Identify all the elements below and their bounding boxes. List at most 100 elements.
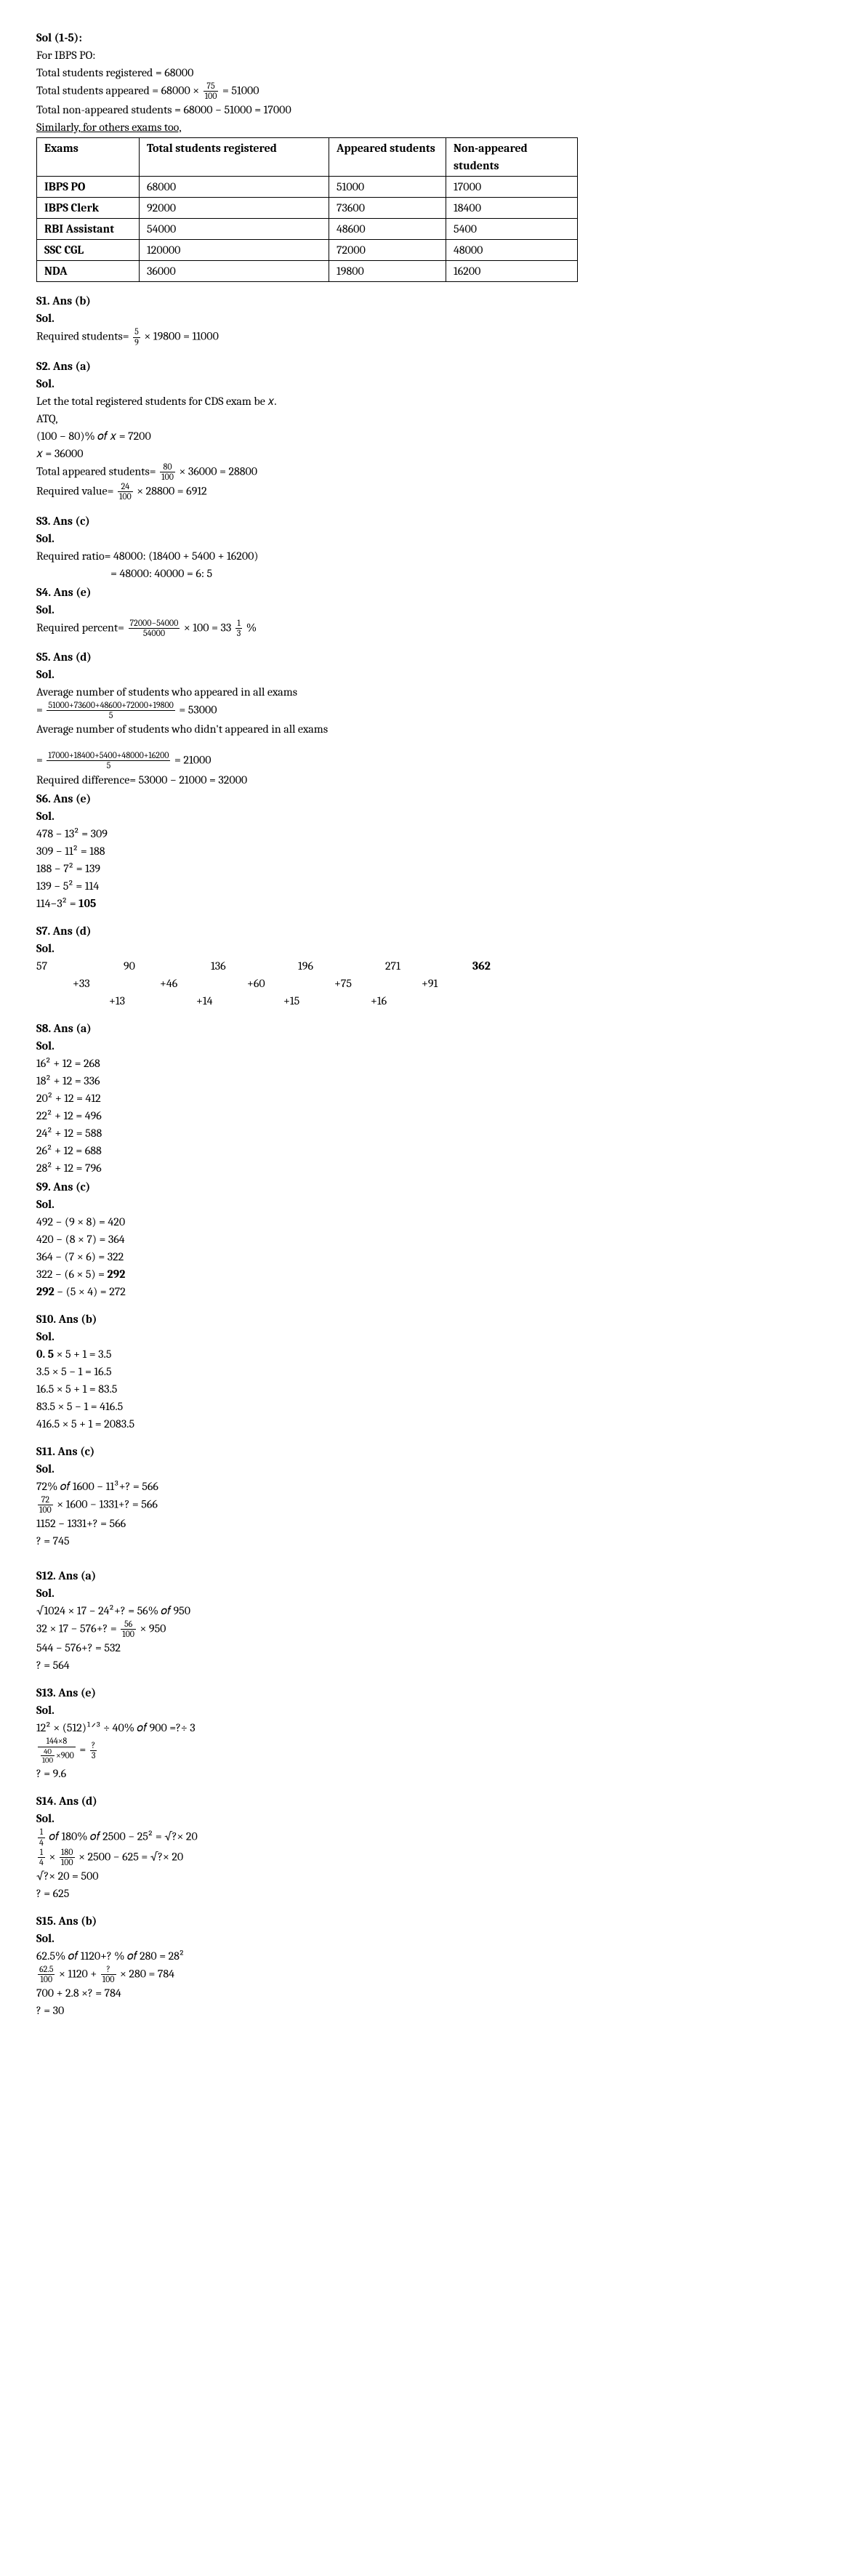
numerator: 1: [235, 619, 243, 629]
numerator: 180: [60, 1848, 75, 1858]
answer-title: S3. Ans (c): [36, 512, 826, 530]
pattern-cell: 196: [298, 957, 385, 975]
equation-line: 20² + 12 = 412: [36, 1090, 826, 1107]
fraction: ?100: [101, 1965, 116, 1984]
table-cell: 51000: [329, 177, 446, 198]
sol-label: Sol.: [36, 1328, 826, 1345]
denominator: 100: [38, 1505, 53, 1515]
denominator: 3: [90, 1751, 97, 1760]
equation-line: 478 − 13² = 309: [36, 825, 826, 842]
pattern-row: +33+46+60+75+91: [73, 975, 826, 992]
equation-line: 3.5 × 5 − 1 = 16.5: [36, 1363, 826, 1380]
table-row: IBPS Clerk920007360018400: [37, 198, 578, 219]
table-header: Total students registered: [140, 138, 329, 177]
result: 105: [78, 897, 96, 910]
sol-label: Sol.: [36, 1702, 826, 1719]
table-cell: 17000: [446, 177, 578, 198]
equation-line: 114−3² = 105: [36, 895, 826, 912]
equation-line: Average number of students who didn't ap…: [36, 720, 826, 738]
denominator: 3: [235, 629, 243, 638]
numerator: 72: [38, 1495, 53, 1505]
denominator: 100: [101, 1975, 116, 1984]
equation-line: 16.5 × 5 + 1 = 83.5: [36, 1380, 826, 1398]
denominator: 54000: [129, 629, 180, 638]
text: = 21000: [174, 754, 212, 767]
s12-block: S12. Ans (a) Sol. √1024 × 17 − 24²+? = 5…: [36, 1567, 826, 1674]
table-header: Non-appeared students: [446, 138, 578, 177]
denominator: 4: [38, 1858, 45, 1867]
pattern-cell: +15: [283, 992, 371, 1010]
pattern-cell: +46: [160, 975, 247, 992]
equation-line: 62.5100 × 1120 + ?100 × 280 = 784: [36, 1965, 826, 1984]
denominator: 5: [47, 711, 174, 720]
s10-block: S10. Ans (b) Sol. 0. 5 × 5 + 1 = 3.5 3.5…: [36, 1311, 826, 1433]
numerator: 5: [133, 327, 140, 337]
answer-title: S10. Ans (b): [36, 1311, 826, 1328]
equation-line: 24² + 12 = 588: [36, 1124, 826, 1142]
numerator: 75: [204, 81, 219, 92]
answer-title: S8. Ans (a): [36, 1020, 826, 1037]
text: 114−3² =: [36, 897, 78, 910]
equation-line: 𝑥 = 36000: [36, 445, 826, 462]
equation-line: 700 + 2.8 ×? = 784: [36, 1984, 826, 2002]
text-bold: 0. 5: [36, 1348, 54, 1361]
text: 𝑜𝑓 180% 𝑜𝑓 2500 − 25² = √?× 20: [49, 1830, 197, 1843]
value: = 68000 − 51000 = 17000: [174, 103, 291, 116]
text: ×900: [56, 1750, 74, 1760]
equation-line: 12² × (512)¹ᐟ³ ÷ 40% 𝑜𝑓 900 =?÷ 3: [36, 1719, 826, 1736]
s2-block: S2. Ans (a) Sol. Let the total registere…: [36, 358, 826, 502]
equation-line: 416.5 × 5 + 1 = 2083.5: [36, 1415, 826, 1433]
text-bold: 292: [36, 1285, 55, 1298]
pattern-cell: [458, 992, 545, 1010]
text: × 1600 − 1331+? = 566: [57, 1497, 158, 1510]
numerator: 62.5: [38, 1965, 55, 1975]
equation-line: ? = 564: [36, 1657, 826, 1674]
sol-label: Sol.: [36, 666, 826, 683]
text: × 2500 − 625 = √?× 20: [78, 1850, 183, 1863]
denominator: 4: [38, 1838, 45, 1848]
equation-line: ? = 9.6: [36, 1765, 826, 1782]
text: Required percent=: [36, 621, 124, 634]
fraction: 56100: [121, 1619, 136, 1639]
table-cell: 16200: [446, 261, 578, 282]
answer-title: S13. Ans (e): [36, 1684, 826, 1702]
denominator: 5: [47, 761, 170, 770]
equation-line: 72% 𝑜𝑓 1600 − 11³+? = 566: [36, 1478, 826, 1495]
pattern-cell: 136: [211, 957, 298, 975]
table-row: IBPS PO680005100017000: [37, 177, 578, 198]
answer-title: S12. Ans (a): [36, 1567, 826, 1585]
text: × 100 = 33: [184, 621, 231, 634]
pattern-row: +13+14+15+16: [109, 992, 826, 1010]
answer-title: S14. Ans (d): [36, 1792, 826, 1810]
s8-block: S8. Ans (a) Sol. 16² + 12 = 26818² + 12 …: [36, 1020, 826, 1177]
table-cell: 19800: [329, 261, 446, 282]
sol-label: Sol.: [36, 1037, 826, 1055]
table-header: Appeared students: [329, 138, 446, 177]
equation-line: 1152 − 1331+? = 566: [36, 1515, 826, 1532]
table-header-row: Exams Total students registered Appeared…: [37, 138, 578, 177]
numerator: 24: [118, 482, 133, 492]
equation-line: ? = 625: [36, 1885, 826, 1902]
denominator: 100: [60, 1858, 75, 1867]
equation-line: 14 𝑜𝑓 180% 𝑜𝑓 2500 − 25² = √?× 20: [36, 1827, 826, 1847]
equation-line: ? = 30: [36, 2002, 826, 2019]
text: Total students appeared: [36, 84, 152, 97]
fraction: 14: [38, 1848, 45, 1867]
sol-label: Sol.: [36, 1810, 826, 1827]
text: × 950: [140, 1622, 166, 1635]
pattern-cell: [509, 975, 596, 992]
denominator: 100: [121, 1630, 136, 1639]
fraction: 17000+18400+5400+48000+162005: [47, 751, 170, 770]
numerator: 1: [38, 1827, 45, 1838]
fraction: 75100: [204, 81, 219, 101]
sol-label: Sol.: [36, 1196, 826, 1213]
text: − (5 × 4) = 272: [55, 1285, 126, 1298]
pattern-cell: +13: [109, 992, 196, 1010]
numerator: ?: [101, 1965, 116, 1975]
table-cell: 72000: [329, 240, 446, 261]
equation-line: 188 − 7² = 139: [36, 860, 826, 877]
pattern-cell: +60: [247, 975, 334, 992]
pattern-cell: 57: [36, 957, 124, 975]
equation-line: Total appeared students= 80100 × 36000 =…: [36, 462, 826, 482]
equation-line: Required percent= 72000−5400054000 × 100…: [36, 619, 826, 638]
